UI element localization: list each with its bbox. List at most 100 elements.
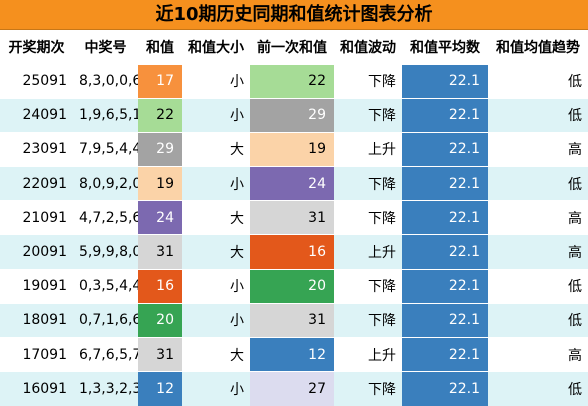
cell-sum: 20 <box>138 302 182 338</box>
cell-avg: 22.1 <box>402 200 488 235</box>
table-row: 25091 8,3,0,0,6 17 小 22 下降 22.1 低 <box>0 63 588 99</box>
cell-period: 17091 <box>0 336 73 372</box>
cell-avg: 22.1 <box>402 166 488 201</box>
cell-period: 22091 <box>0 166 73 201</box>
table-row: 18091 0,7,1,6,6 20 小 31 下降 22.1 低 <box>0 302 588 338</box>
cell-period: 25091 <box>0 63 73 99</box>
cell-wave: 上升 <box>334 234 402 270</box>
table-row: 23091 7,9,5,4,4 29 大 19 上升 22.1 高 <box>0 131 588 167</box>
cell-sum: 22 <box>138 97 182 133</box>
header-numbers: 中奖号 <box>84 39 127 56</box>
header-wave: 和值波动 <box>340 39 396 56</box>
cell-trend: 低 <box>488 268 588 304</box>
cell-avg: 22.1 <box>402 234 488 270</box>
cell-size: 大 <box>182 131 250 167</box>
cell-sum: 24 <box>138 200 182 235</box>
cell-period: 19091 <box>0 268 73 304</box>
cell-numbers: 8,3,0,0,6 <box>73 63 138 99</box>
cell-prev-sum: 27 <box>250 371 334 406</box>
header-avg: 和值平均数 <box>410 39 480 56</box>
cell-period: 20091 <box>0 234 73 270</box>
cell-sum: 12 <box>138 371 182 406</box>
page-title: 近10期历史同期和值统计图表分析 <box>0 0 588 30</box>
cell-prev-sum: 16 <box>250 234 334 270</box>
cell-trend: 高 <box>488 131 588 167</box>
cell-size: 小 <box>182 63 250 99</box>
cell-numbers: 7,9,5,4,4 <box>73 131 138 167</box>
cell-avg: 22.1 <box>402 302 488 338</box>
cell-numbers: 8,0,9,2,0 <box>73 166 138 201</box>
table-row: 20091 5,9,9,8,0 31 大 16 上升 22.1 高 <box>0 234 588 270</box>
cell-sum: 31 <box>138 234 182 270</box>
cell-size: 小 <box>182 371 250 406</box>
stats-table: 开奖期次 中奖号 和值 和值大小 前一次和值 和值波动 和值平均数 和值均值趋势… <box>0 30 588 406</box>
cell-prev-sum: 22 <box>250 63 334 99</box>
cell-wave: 下降 <box>334 268 402 304</box>
cell-size: 小 <box>182 302 250 338</box>
cell-avg: 22.1 <box>402 131 488 167</box>
cell-trend: 低 <box>488 371 588 406</box>
cell-prev-sum: 29 <box>250 97 334 133</box>
cell-numbers: 0,3,5,4,4 <box>73 268 138 304</box>
cell-trend: 低 <box>488 302 588 338</box>
table-row: 16091 1,3,3,2,3 12 小 27 下降 22.1 低 <box>0 371 588 406</box>
cell-wave: 下降 <box>334 371 402 406</box>
table-row: 19091 0,3,5,4,4 16 小 20 下降 22.1 低 <box>0 268 588 304</box>
table-row: 17091 6,7,6,5,7 31 大 12 上升 22.1 高 <box>0 336 588 372</box>
cell-prev-sum: 20 <box>250 268 334 304</box>
header-period: 开奖期次 <box>8 39 65 56</box>
cell-wave: 下降 <box>334 200 402 235</box>
cell-trend: 高 <box>488 234 588 270</box>
cell-trend: 高 <box>488 200 588 235</box>
cell-wave: 下降 <box>334 302 402 338</box>
cell-trend: 低 <box>488 97 588 133</box>
cell-sum: 16 <box>138 268 182 304</box>
cell-wave: 下降 <box>334 97 402 133</box>
cell-wave: 下降 <box>334 63 402 99</box>
cell-numbers: 6,7,6,5,7 <box>73 336 138 372</box>
cell-size: 小 <box>182 268 250 304</box>
cell-wave: 上升 <box>334 131 402 167</box>
cell-avg: 22.1 <box>402 268 488 304</box>
cell-period: 24091 <box>0 97 73 133</box>
cell-size: 小 <box>182 166 250 201</box>
header-sum: 和值 <box>146 39 174 56</box>
header-size: 和值大小 <box>188 39 244 56</box>
cell-numbers: 4,7,2,5,6 <box>73 200 138 235</box>
cell-prev-sum: 31 <box>250 200 334 235</box>
cell-prev-sum: 19 <box>250 131 334 167</box>
cell-sum: 19 <box>138 166 182 201</box>
cell-size: 大 <box>182 336 250 372</box>
cell-avg: 22.1 <box>402 371 488 406</box>
cell-sum: 29 <box>138 131 182 167</box>
cell-period: 16091 <box>0 371 73 406</box>
cell-period: 21091 <box>0 200 73 235</box>
table-row: 24091 1,9,6,5,1 22 小 29 下降 22.1 低 <box>0 97 588 133</box>
cell-numbers: 0,7,1,6,6 <box>73 302 138 338</box>
cell-avg: 22.1 <box>402 97 488 133</box>
cell-size: 大 <box>182 200 250 235</box>
cell-numbers: 1,9,6,5,1 <box>73 97 138 133</box>
cell-wave: 下降 <box>334 166 402 201</box>
cell-size: 大 <box>182 234 250 270</box>
table-row: 21091 4,7,2,5,6 24 大 31 下降 22.1 高 <box>0 200 588 235</box>
cell-prev-sum: 31 <box>250 302 334 338</box>
cell-numbers: 1,3,3,2,3 <box>73 371 138 406</box>
cell-prev-sum: 12 <box>250 336 334 372</box>
cell-period: 23091 <box>0 131 73 167</box>
table-row: 22091 8,0,9,2,0 19 小 24 下降 22.1 低 <box>0 166 588 201</box>
header-trend: 和值均值趋势 <box>496 39 580 56</box>
header-prev-sum: 前一次和值 <box>257 39 327 56</box>
cell-wave: 上升 <box>334 336 402 372</box>
cell-numbers: 5,9,9,8,0 <box>73 234 138 270</box>
table-header-row: 开奖期次 中奖号 和值 和值大小 前一次和值 和值波动 和值平均数 和值均值趋势 <box>0 30 588 64</box>
cell-trend: 低 <box>488 63 588 99</box>
cell-avg: 22.1 <box>402 336 488 372</box>
cell-size: 小 <box>182 97 250 133</box>
cell-trend: 低 <box>488 166 588 201</box>
cell-sum: 17 <box>138 63 182 99</box>
cell-trend: 高 <box>488 336 588 372</box>
cell-sum: 31 <box>138 336 182 372</box>
cell-prev-sum: 24 <box>250 166 334 201</box>
cell-period: 18091 <box>0 302 73 338</box>
